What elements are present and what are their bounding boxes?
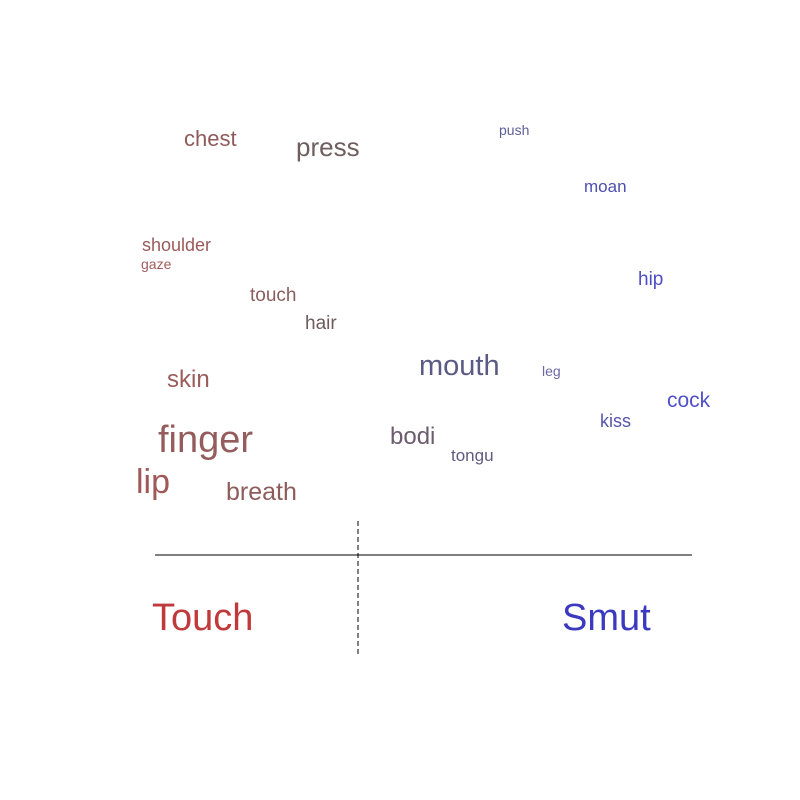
word-tongu: tongu — [451, 446, 494, 465]
word-shoulder: shoulder — [142, 235, 211, 255]
word-breath: breath — [226, 478, 297, 506]
word-touch: touch — [250, 285, 296, 306]
pole-axis: Touch Smut — [152, 521, 692, 655]
word-lip: lip — [136, 463, 170, 501]
word-mouth: mouth — [419, 350, 500, 382]
pole-label-right: Smut — [562, 597, 651, 639]
word-bodi: bodi — [390, 423, 435, 450]
pole-label-left: Touch — [152, 597, 253, 639]
word-push: push — [499, 122, 529, 138]
word-kiss: kiss — [600, 411, 631, 431]
word-moan: moan — [584, 177, 627, 196]
word-hip: hip — [638, 269, 663, 290]
word-gaze: gaze — [141, 256, 172, 272]
word-leg: leg — [542, 363, 561, 379]
word-chest: chest — [184, 126, 237, 151]
word-skin: skin — [167, 366, 210, 393]
word-hair: hair — [305, 313, 337, 334]
word-cock: cock — [667, 389, 711, 412]
word-press: press — [296, 132, 360, 162]
word-finger: finger — [158, 419, 253, 461]
